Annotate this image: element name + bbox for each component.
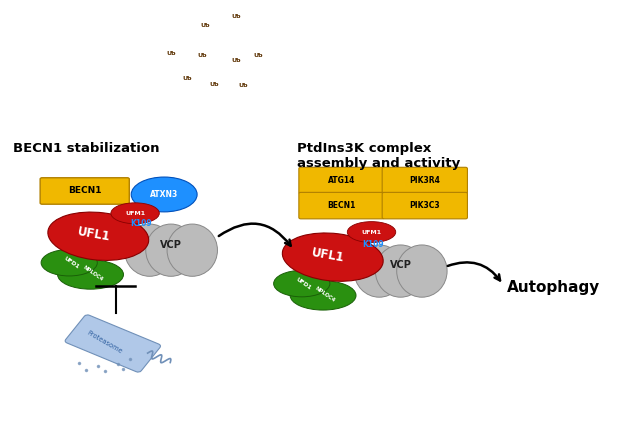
Text: Ub: Ub: [231, 14, 240, 19]
Text: UFM1: UFM1: [361, 230, 381, 235]
Ellipse shape: [41, 250, 97, 276]
Ellipse shape: [375, 245, 426, 297]
Ellipse shape: [283, 233, 383, 281]
Ellipse shape: [111, 203, 160, 224]
Ellipse shape: [58, 260, 124, 289]
Text: Proteasome: Proteasome: [86, 329, 124, 355]
Ellipse shape: [274, 270, 330, 297]
Text: UFL1: UFL1: [310, 247, 345, 265]
Ellipse shape: [347, 222, 396, 243]
FancyBboxPatch shape: [40, 178, 129, 204]
FancyBboxPatch shape: [382, 192, 468, 219]
Text: UFD1: UFD1: [63, 256, 80, 270]
Text: UFM1: UFM1: [125, 211, 145, 216]
Circle shape: [187, 45, 217, 66]
Text: PIK3C3: PIK3C3: [409, 201, 440, 210]
Ellipse shape: [397, 245, 447, 297]
Circle shape: [190, 15, 220, 36]
Text: K109: K109: [130, 219, 152, 228]
Text: Ub: Ub: [197, 52, 207, 58]
Text: Ub: Ub: [253, 52, 263, 58]
Ellipse shape: [48, 212, 148, 261]
Text: Ub: Ub: [200, 23, 210, 28]
Circle shape: [156, 42, 186, 64]
FancyBboxPatch shape: [65, 315, 160, 372]
Text: Ub: Ub: [239, 83, 248, 88]
Text: ATG14: ATG14: [328, 176, 355, 185]
Text: ATXN3: ATXN3: [150, 190, 178, 199]
Ellipse shape: [124, 224, 175, 277]
Text: NPLOC4: NPLOC4: [81, 265, 104, 283]
Circle shape: [243, 45, 273, 66]
FancyBboxPatch shape: [382, 167, 468, 194]
Circle shape: [199, 74, 230, 95]
Ellipse shape: [354, 245, 404, 297]
Text: Ub: Ub: [183, 76, 192, 81]
Circle shape: [229, 75, 258, 97]
Ellipse shape: [131, 177, 197, 212]
Ellipse shape: [146, 224, 196, 277]
Text: BECN1 stabilization: BECN1 stabilization: [13, 142, 160, 154]
Text: VCP: VCP: [160, 239, 182, 250]
Circle shape: [173, 68, 202, 90]
Text: PtdIns3K complex
assembly and activity: PtdIns3K complex assembly and activity: [297, 142, 460, 169]
FancyBboxPatch shape: [299, 167, 384, 194]
Text: UFD1: UFD1: [295, 277, 312, 291]
Ellipse shape: [167, 224, 217, 277]
Circle shape: [221, 5, 251, 27]
Text: PIK3R4: PIK3R4: [409, 176, 440, 185]
Text: Autophagy: Autophagy: [507, 280, 601, 295]
Ellipse shape: [290, 281, 356, 310]
Text: BECN1: BECN1: [327, 201, 356, 210]
Text: K109: K109: [363, 240, 384, 249]
Text: VCP: VCP: [389, 261, 412, 270]
Text: BECN1: BECN1: [68, 187, 101, 195]
Circle shape: [221, 49, 251, 71]
Text: Ub: Ub: [231, 57, 240, 63]
Text: NPLOC4: NPLOC4: [314, 286, 336, 303]
FancyBboxPatch shape: [299, 192, 384, 219]
Text: Ub: Ub: [166, 51, 176, 56]
Text: UFL1: UFL1: [76, 225, 111, 244]
Text: Ub: Ub: [210, 82, 219, 87]
